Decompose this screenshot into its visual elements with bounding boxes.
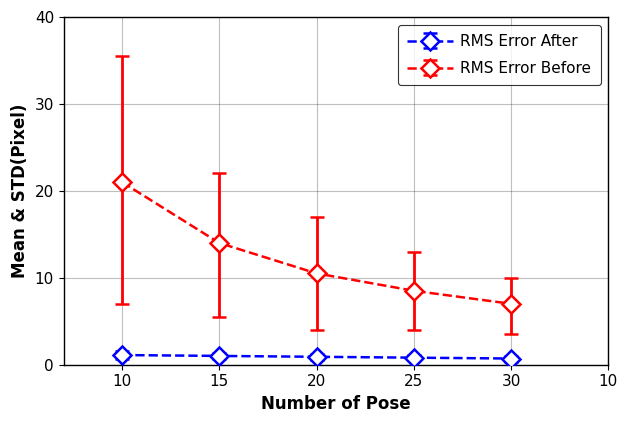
Y-axis label: Mean & STD(Pixel): Mean & STD(Pixel)	[11, 104, 29, 278]
Legend: RMS Error After, RMS Error Before: RMS Error After, RMS Error Before	[398, 25, 601, 85]
X-axis label: Number of Pose: Number of Pose	[261, 395, 411, 413]
